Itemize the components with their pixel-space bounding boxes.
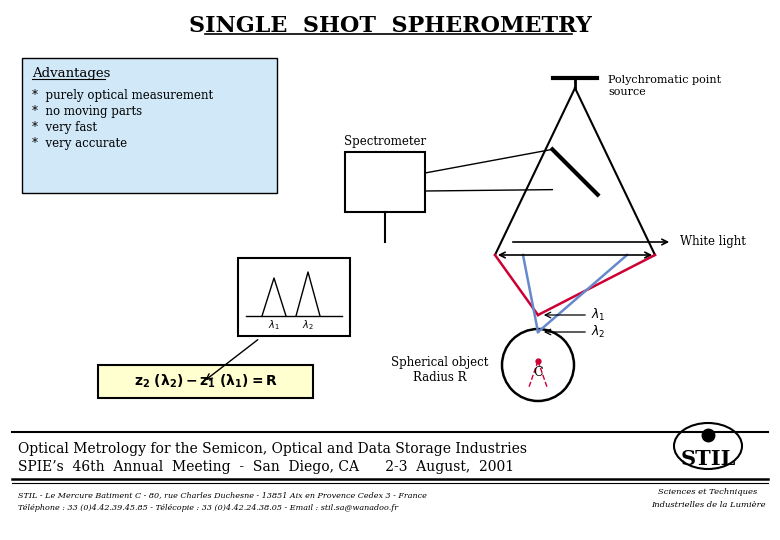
Text: $\lambda_2$: $\lambda_2$ [302, 318, 314, 332]
Text: Polychromatic point
source: Polychromatic point source [608, 75, 722, 97]
Text: Sciences et Techniques: Sciences et Techniques [658, 488, 757, 496]
Text: Téléphone : 33 (0)4.42.39.45.85 - Télécopie : 33 (0)4.42.24.38.05 - Email : stil: Téléphone : 33 (0)4.42.39.45.85 - Téléco… [18, 504, 398, 512]
Text: Advantages: Advantages [32, 66, 111, 79]
Text: *  purely optical measurement: * purely optical measurement [32, 89, 213, 102]
Text: Optical Metrology for the Semicon, Optical and Data Storage Industries: Optical Metrology for the Semicon, Optic… [18, 442, 527, 456]
Circle shape [502, 329, 574, 401]
Bar [345, 152, 425, 212]
Text: STIL: STIL [680, 449, 736, 469]
Ellipse shape [674, 423, 742, 469]
Bar [98, 365, 313, 398]
Text: $\lambda_2$: $\lambda_2$ [591, 324, 605, 340]
Text: SINGLE  SHOT  SPHEROMETRY: SINGLE SHOT SPHEROMETRY [189, 15, 591, 37]
Text: *  very accurate: * very accurate [32, 137, 127, 150]
Text: Industrielles de la Lumière: Industrielles de la Lumière [651, 501, 765, 509]
Text: $\mathbf{z_2\ (\lambda_2) - z_1\ (\lambda_1) = R}$: $\mathbf{z_2\ (\lambda_2) - z_1\ (\lambd… [133, 373, 278, 390]
Text: Spherical object
Radius R: Spherical object Radius R [392, 356, 489, 384]
Text: $\lambda_1$: $\lambda_1$ [591, 307, 606, 323]
Text: STIL - Le Mercure Batiment C - 80, rue Charles Duchesne - 13851 Aix en Provence : STIL - Le Mercure Batiment C - 80, rue C… [18, 491, 427, 499]
Bar [22, 58, 277, 193]
Text: SPIE’s  46th  Annual  Meeting  -  San  Diego, CA      2-3  August,  2001: SPIE’s 46th Annual Meeting - San Diego, … [18, 460, 514, 474]
Text: *  very fast: * very fast [32, 120, 97, 133]
Text: White light: White light [680, 235, 746, 248]
Text: *  no moving parts: * no moving parts [32, 105, 142, 118]
Bar [238, 258, 350, 336]
Text: C: C [534, 367, 543, 380]
Text: $\lambda_1$: $\lambda_1$ [268, 318, 280, 332]
Text: Spectrometer: Spectrometer [344, 136, 426, 148]
